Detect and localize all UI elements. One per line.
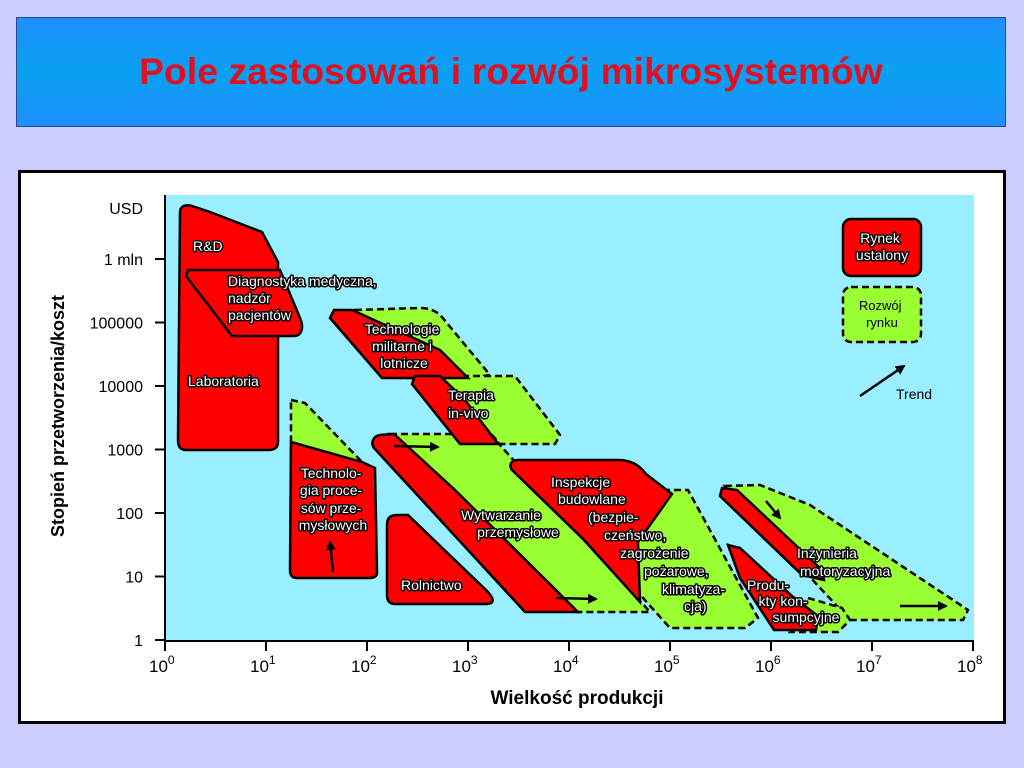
label-agriculture: Rolnictwo xyxy=(401,577,462,593)
x-tick-label: 105 xyxy=(654,653,680,676)
label-diagnostics: Diagnostyka medyczna, nadzór pacjentów xyxy=(228,273,381,323)
x-tick-label: 102 xyxy=(351,653,377,676)
label-military: Technologie militarne i lotnicze xyxy=(365,321,444,371)
region-consumer xyxy=(726,543,820,632)
label-rd: R&D xyxy=(193,238,223,254)
y-tick-label: 100 xyxy=(116,506,143,523)
y-tick-label: 1 xyxy=(134,633,143,650)
x-tick-label: 100 xyxy=(149,653,175,676)
label-process: Technolo- gia proce- sów prze- mysłowych xyxy=(299,465,367,533)
label-laboratory: Laboratoria xyxy=(188,373,259,389)
legend-established-label: Rynek ustalony xyxy=(856,230,908,263)
region-therapy xyxy=(410,374,501,446)
region-process xyxy=(288,440,379,580)
region-inspection-development xyxy=(623,488,760,630)
x-tick-label: 106 xyxy=(755,653,781,676)
region-therapy-development xyxy=(437,374,562,446)
y-tick-label: 100000 xyxy=(90,316,143,333)
y-axis-label: Stopień przetworzenia/koszt xyxy=(48,295,68,537)
y-tick-label: 1 mln xyxy=(104,252,143,269)
x-tick-label: 101 xyxy=(250,653,276,676)
arrow-up-icon xyxy=(325,540,336,573)
legend-development-swatch xyxy=(841,285,923,344)
slide-title: Pole zastosowań i rozwój mikrosystemów xyxy=(139,51,883,92)
y-axis-unit: USD xyxy=(109,201,143,218)
title-banner: Pole zastosowań i rozwój mikrosystemów xyxy=(16,17,1006,127)
region-agriculture xyxy=(385,513,494,606)
label-therapy: Terapia in-vivo xyxy=(448,387,498,421)
region-manufacturing xyxy=(371,432,582,614)
x-tick-label: 103 xyxy=(452,653,478,676)
x-tick-label: 104 xyxy=(553,653,579,676)
label-inspection: Inspekcje budowlane (bezpie- czeństwo, z… xyxy=(551,474,729,614)
region-diagnostics xyxy=(184,268,304,338)
region-inspection xyxy=(509,458,674,606)
legend-development-label: Rozwój rynku xyxy=(859,298,905,330)
x-tick-label: 108 xyxy=(957,653,983,676)
trend-arrow-icon xyxy=(859,364,906,398)
legend-established-swatch xyxy=(841,217,923,278)
region-automotive xyxy=(718,486,826,582)
region-military xyxy=(328,308,472,380)
y-tick-label: 1000 xyxy=(107,443,143,460)
y-axis-ticks: 1 mln 100000 10000 1000 100 10 1 xyxy=(90,252,165,650)
x-axis-label: Wielkość produkcji xyxy=(491,688,664,709)
label-manufacturing: Wytwarzanie przemysłowe xyxy=(461,507,559,540)
arrow-right-icon xyxy=(393,441,440,452)
x-tick-label: 107 xyxy=(856,653,882,676)
y-tick-label: 10000 xyxy=(99,379,144,396)
arrow-diagonal-icon xyxy=(765,500,782,520)
y-tick-label: 10 xyxy=(125,570,143,587)
label-consumer: Produ- kty kon- sumpcyjne xyxy=(747,577,840,625)
legend-trend-label: Trend xyxy=(896,386,932,402)
label-automotive: Inżynieria motoryzacyjna xyxy=(797,545,890,579)
x-axis-ticks: 100 101 102 103 104 105 106 107 108 xyxy=(149,641,983,676)
arrow-right-icon xyxy=(555,593,598,604)
